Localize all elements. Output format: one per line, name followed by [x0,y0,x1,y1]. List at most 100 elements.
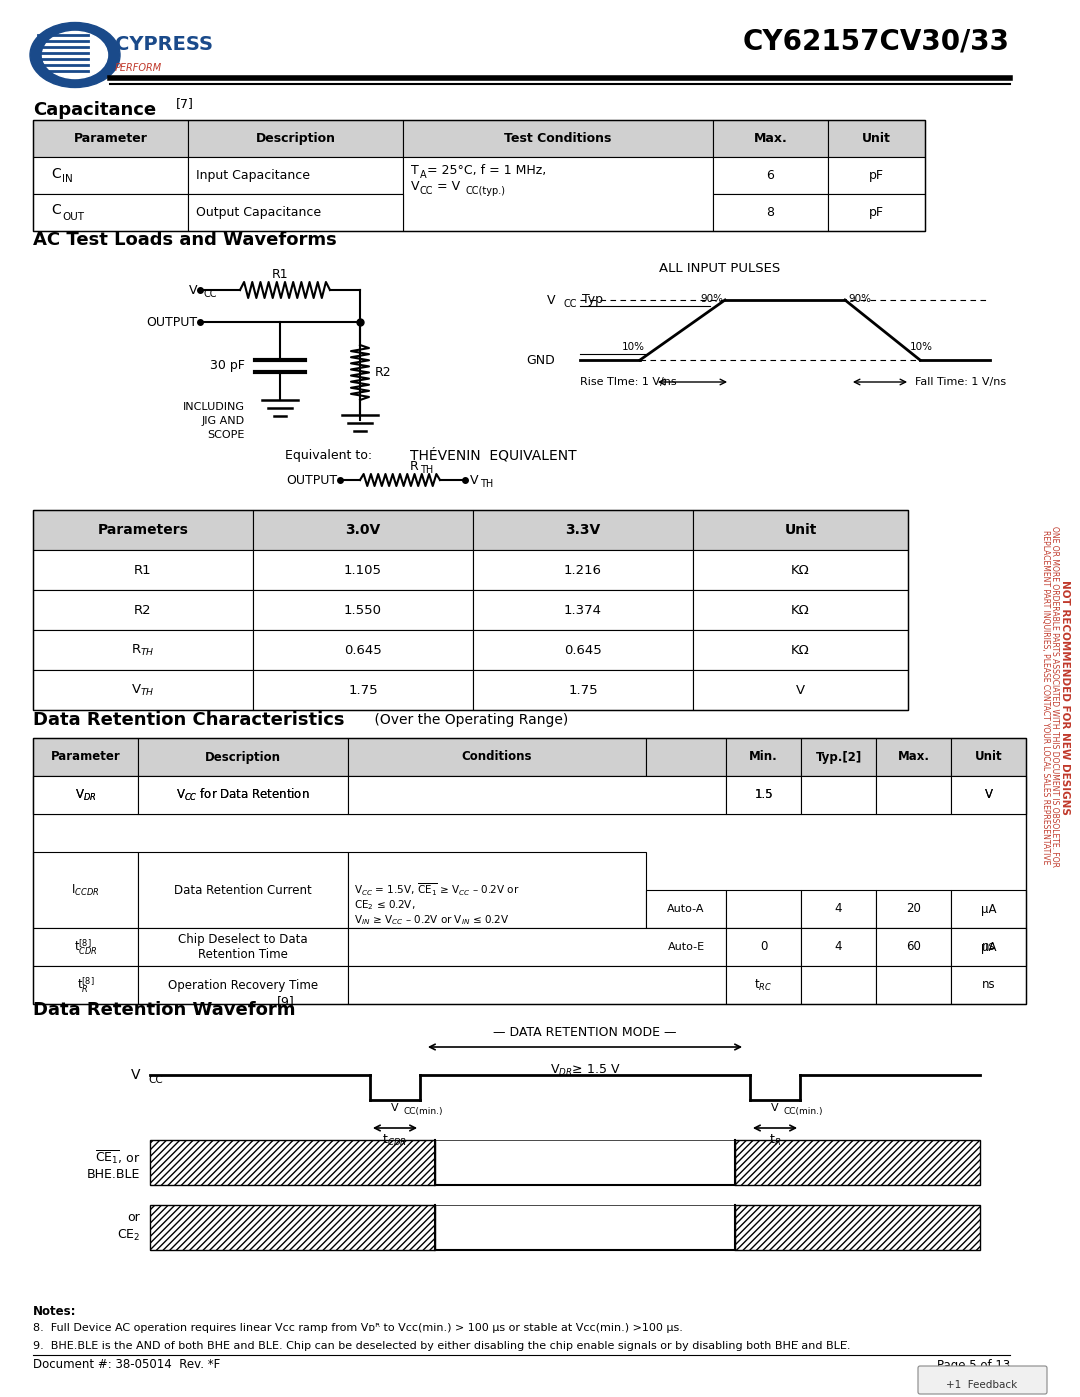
Text: or: or [127,1211,140,1224]
Text: 1.216: 1.216 [564,563,602,577]
Text: 3.3V: 3.3V [565,522,600,536]
Bar [951,775,1026,814]
Text: CY62157CV30/33: CY62157CV30/33 [743,28,1010,56]
Bar [951,890,1026,928]
Text: CC: CC [203,289,216,299]
Text: Page 5 of 13: Page 5 of 13 [936,1358,1010,1372]
Bar [735,1206,980,1250]
Text: V: V [985,788,993,802]
Text: KΩ: KΩ [792,644,810,657]
Bar [33,852,138,928]
Text: Rise TIme: 1 V/ns: Rise TIme: 1 V/ns [580,377,680,387]
Text: 1.75: 1.75 [568,683,598,697]
Text: 0.645: 0.645 [345,644,382,657]
Text: Input Capacitance: Input Capacitance [195,169,310,182]
Bar [726,775,801,814]
Bar [876,775,951,814]
Text: V: V [470,474,478,486]
Text: t$_{CDR}$: t$_{CDR}$ [382,1133,407,1147]
Text: V: V [189,284,197,296]
Bar [253,630,473,671]
FancyBboxPatch shape [918,1366,1047,1394]
Bar [33,156,188,194]
Bar [473,510,693,550]
Bar [348,965,726,1004]
Text: Capacitance: Capacitance [33,101,157,119]
Text: Document #: 38-05014  Rev. *F: Document #: 38-05014 Rev. *F [33,1358,220,1372]
Bar [253,510,473,550]
Text: AC Test Loads and Waveforms: AC Test Loads and Waveforms [33,231,337,249]
Text: 3.0V: 3.0V [346,522,380,536]
Bar [713,120,828,156]
Text: Unit: Unit [974,750,1002,764]
Text: Unit: Unit [862,131,891,145]
Bar [33,965,138,1004]
Text: PERFORM: PERFORM [114,63,162,73]
Text: SCOPE: SCOPE [207,430,245,440]
Bar [876,738,951,775]
Text: Parameter: Parameter [51,750,120,764]
Text: 4: 4 [835,902,842,915]
Bar [801,775,876,814]
Text: NOT RECOMMENDED FOR NEW DESIGNS: NOT RECOMMENDED FOR NEW DESIGNS [1059,580,1070,814]
Bar [951,775,1026,814]
Bar [801,928,876,965]
Text: KΩ: KΩ [792,563,810,577]
Text: T: T [411,163,419,177]
Bar [951,928,1026,965]
Text: CYPRESS: CYPRESS [114,35,213,54]
Text: CC: CC [148,1076,163,1085]
Bar [726,738,801,775]
Text: 60: 60 [906,940,921,954]
Bar [403,156,713,231]
Text: V$_{CC}$ for Data Retention: V$_{CC}$ for Data Retention [176,787,310,803]
Bar [150,1206,435,1250]
Bar [33,671,253,710]
Text: KΩ: KΩ [792,604,810,616]
Bar [713,194,828,231]
Bar [33,550,253,590]
Bar [801,738,876,775]
Text: Unit: Unit [784,522,816,536]
Text: [7]: [7] [176,98,194,110]
Text: CC(min.): CC(min.) [783,1106,823,1116]
Text: 30 pF: 30 pF [211,359,245,373]
Bar [801,928,876,965]
Bar [876,928,951,965]
Bar [828,120,924,156]
Bar [33,738,138,775]
Bar [348,738,646,775]
Bar [33,510,253,550]
Text: V: V [546,293,555,306]
Text: THÉVENIN  EQUIVALENT: THÉVENIN EQUIVALENT [410,448,577,462]
Bar [726,928,801,965]
Text: R1: R1 [134,563,152,577]
Text: V$_{CC}$ = 1.5V, $\overline{\rm CE_1}$ ≥ V$_{CC}$ – 0.2V or: V$_{CC}$ = 1.5V, $\overline{\rm CE_1}$ ≥… [354,882,519,898]
Text: REPLACEMENT PART INQUIRIES, PLEASE CONTACT YOUR LOCAL SALES REPRESENTATIVE: REPLACEMENT PART INQUIRIES, PLEASE CONTA… [1040,529,1050,865]
Bar [951,965,1026,1004]
Bar [188,120,403,156]
Text: I$_{CCDR}$: I$_{CCDR}$ [71,883,99,897]
Text: V: V [796,683,805,697]
Text: ns: ns [982,978,996,992]
Bar [726,890,801,928]
Ellipse shape [42,32,108,78]
Bar [138,775,348,814]
Text: Min.: Min. [750,750,778,764]
Text: Operation Recovery Time: Operation Recovery Time [167,978,319,992]
Bar [138,965,348,1004]
Bar [33,510,908,710]
Bar [693,590,908,630]
Text: R: R [410,460,419,472]
Text: t$_R$: t$_R$ [769,1133,781,1147]
Bar [348,852,646,928]
Text: GND: GND [526,353,555,366]
Bar [348,775,726,814]
Text: Output Capacitance: Output Capacitance [195,205,321,219]
Bar [951,738,1026,775]
Bar [33,194,188,231]
Text: 4: 4 [835,940,842,954]
Text: 0.645: 0.645 [564,644,602,657]
Bar [253,671,473,710]
Text: V$_{TH}$: V$_{TH}$ [132,683,154,697]
